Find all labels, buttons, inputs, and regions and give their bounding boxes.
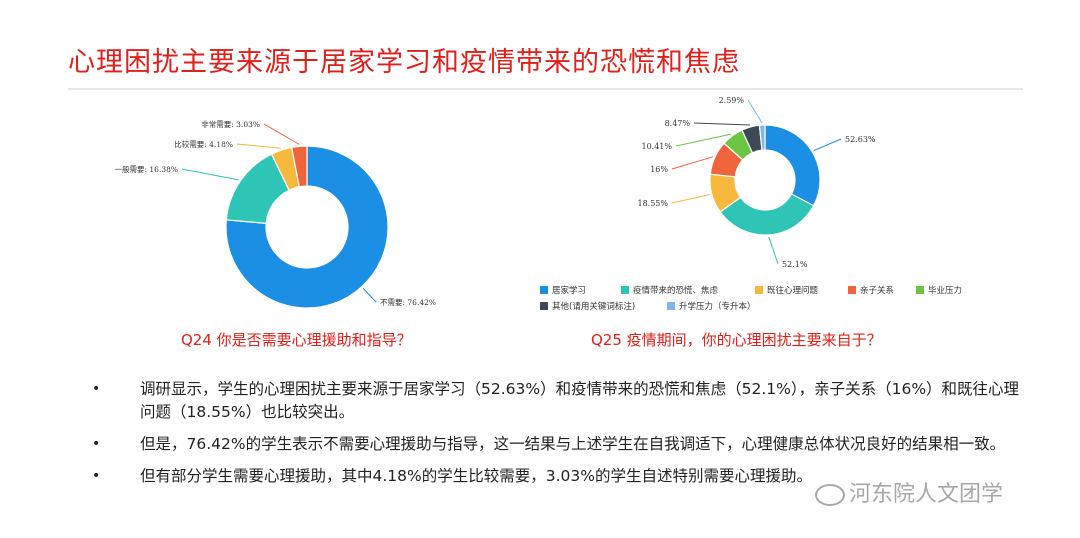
slice-label: 非常需要: 3.03% bbox=[201, 119, 260, 129]
slice-leader-line bbox=[263, 123, 300, 145]
chart-q24: 不需要: 76.42% 一般需要: 16.38% 比较需要: 4.18% 非常需要: … bbox=[114, 119, 436, 309]
pie-slice bbox=[290, 145, 308, 188]
slice-leader-line bbox=[671, 193, 710, 204]
chart-q24-caption: Q24 你是否需要心理援助和指导？ bbox=[181, 331, 412, 349]
slice-label: 一般需要: 16.38% bbox=[114, 164, 178, 174]
bullet-item: • 调研显示，学生的心理困扰主要来源于居家学习（52.63%）和疫情带来的恐慌和焦… bbox=[92, 378, 1032, 424]
legend-label: 亲子关系 bbox=[860, 285, 894, 296]
slice-leader-line bbox=[693, 122, 750, 126]
legend-swatch bbox=[667, 302, 675, 310]
legend-label: 居家学习 bbox=[552, 285, 586, 296]
legend-swatch bbox=[540, 302, 548, 310]
bullet-text: 调研显示，学生的心理困扰主要来源于居家学习（52.63%）和疫情带来的恐慌和焦虑… bbox=[140, 380, 1020, 421]
legend-label: 既往心理问题 bbox=[767, 285, 819, 296]
legend-swatch bbox=[755, 286, 763, 294]
legend-swatch bbox=[848, 286, 856, 294]
legend-label: 其他(请用关键词标注) bbox=[552, 301, 635, 312]
pie-slice bbox=[719, 193, 815, 236]
slide-title: 心理困扰主要来源于居家学习和疫情带来的恐慌和焦虑 bbox=[68, 47, 740, 78]
bullet-marker: • bbox=[92, 436, 101, 452]
slice-leader-line bbox=[181, 168, 239, 181]
legend-swatch bbox=[916, 286, 924, 294]
pie-slice bbox=[758, 124, 766, 151]
legend-label: 疫情带来的恐慌、焦虑 bbox=[633, 285, 719, 296]
slice-leader-line bbox=[768, 236, 779, 265]
title-divider bbox=[68, 88, 1023, 90]
slice-leader-line bbox=[671, 156, 714, 170]
slice-label: 18.55% bbox=[637, 199, 668, 208]
watermark: 河东院人文团学 bbox=[815, 476, 1003, 508]
legend-swatch bbox=[540, 286, 548, 294]
slice-label: 不需要: 76.42% bbox=[380, 298, 436, 307]
bullet-text: 但是，76.42%的学生表示不需要心理援助与指导，这一结果与上述学生在自我调适下… bbox=[140, 435, 1006, 453]
watermark-text: 河东院人文团学 bbox=[849, 482, 1004, 507]
pie-slice bbox=[225, 145, 389, 309]
legend-label: 毕业压力 bbox=[928, 285, 962, 296]
slice-leader-line bbox=[747, 99, 763, 124]
slice-label: 52.63% bbox=[845, 135, 876, 144]
bullet-list: • 调研显示，学生的心理困扰主要来源于居家学习（52.63%）和疫情带来的恐慌和焦… bbox=[92, 378, 1032, 497]
slice-leader-line bbox=[236, 143, 281, 149]
bullet-item: • 但有部分学生需要心理援助，其中4.18%的学生比较需要，3.03%的学生自述特… bbox=[92, 465, 1032, 488]
slice-label: 2.59% bbox=[719, 96, 745, 105]
slice-label: 8.47% bbox=[665, 119, 691, 128]
slice-label: 10.41% bbox=[641, 142, 672, 151]
slice-label: 16% bbox=[650, 165, 668, 174]
slice-leader-line bbox=[675, 133, 732, 147]
slice-leader-line bbox=[813, 138, 842, 152]
bullet-marker: • bbox=[92, 381, 101, 397]
bullet-item: • 但是，76.42%的学生表示不需要心理援助与指导，这一结果与上述学生在自我调适… bbox=[92, 433, 1032, 456]
chart-q25: 52.63% 52.1% 18.55% 16% 10.41% 8.47% 2.59% bbox=[637, 96, 875, 269]
bullet-marker: • bbox=[92, 468, 101, 484]
chart-q25-caption: Q25 疫情期间，你的心理困扰主要来自于？ bbox=[591, 331, 882, 349]
slice-label: 52.1% bbox=[782, 260, 808, 269]
slice-leader-line bbox=[362, 287, 377, 303]
pie-slice bbox=[764, 124, 821, 207]
wechat-icon bbox=[815, 484, 845, 506]
bullet-text: 但有部分学生需要心理援助，其中4.18%的学生比较需要，3.03%的学生自述特别… bbox=[140, 467, 812, 485]
legend-swatch bbox=[621, 286, 629, 294]
legend-label: 升学压力（专升本） bbox=[679, 301, 756, 312]
slice-label: 比较需要: 4.18% bbox=[174, 139, 233, 149]
